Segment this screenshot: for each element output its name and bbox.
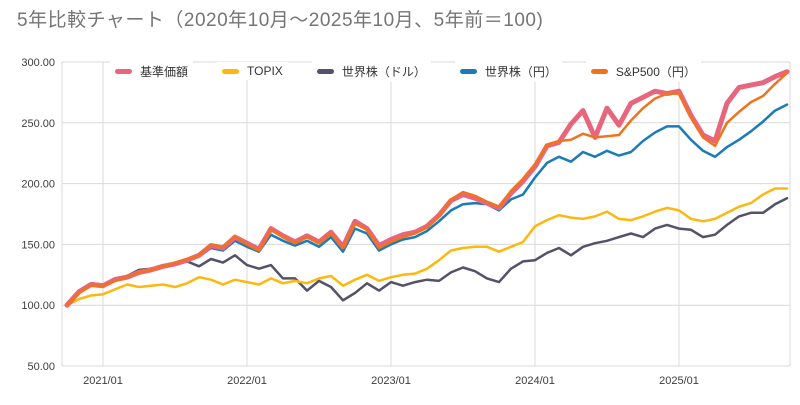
legend-item-fund[interactable]: 基準価額: [110, 60, 194, 82]
y-tick-label: 250.00: [21, 118, 55, 130]
legend-swatch-topix: [222, 68, 240, 74]
x-tick-label: 2025/01: [659, 375, 699, 387]
chart-legend: 基準価額 TOPIX 世界株（ドル） 世界株（円） S&P500（円）: [110, 60, 701, 82]
x-tick-label: 2024/01: [515, 375, 555, 387]
legend-label-fund: 基準価額: [140, 64, 189, 79]
legend-label-topix: TOPIX: [247, 64, 283, 78]
legend-swatch-world-jpy: [459, 68, 477, 74]
series-line-topix: [65, 187, 789, 307]
x-tick-label: 2021/01: [83, 375, 123, 387]
y-tick-label: 50.00: [27, 361, 55, 373]
legend-swatch-world-usd: [316, 68, 334, 74]
y-tick-label: 150.00: [21, 239, 55, 251]
chart-title: 5年比較チャート（2020年10月～2025年10月、5年前＝100): [17, 10, 544, 31]
x-tick-label: 2023/01: [371, 375, 411, 387]
legend-label-world-usd: 世界株（ドル）: [341, 64, 426, 79]
legend-item-sp500-jpy[interactable]: S&P500（円）: [585, 60, 701, 82]
legend-label-sp500-jpy: S&P500（円）: [615, 64, 696, 79]
y-tick-label: 300.00: [21, 57, 55, 69]
y-tick-label: 200.00: [21, 179, 55, 191]
legend-label-world-jpy: 世界株（円）: [484, 64, 557, 79]
legend-item-world-usd[interactable]: 世界株（ドル）: [311, 60, 431, 82]
legend-item-topix[interactable]: TOPIX: [217, 62, 288, 80]
y-tick-label: 100.00: [21, 300, 55, 312]
legend-swatch-fund: [115, 68, 132, 74]
legend-item-world-jpy[interactable]: 世界株（円）: [454, 60, 562, 82]
x-tick-label: 2022/01: [227, 375, 267, 387]
legend-swatch-sp500-jpy: [590, 68, 608, 74]
series-line-sp500-jpy: [65, 71, 789, 307]
